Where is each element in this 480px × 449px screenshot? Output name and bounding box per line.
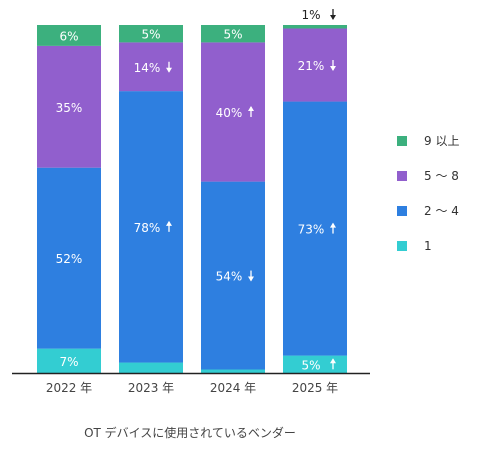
bar-segment [201, 42, 265, 182]
bar-segment [119, 25, 183, 43]
data-label: 14% [134, 61, 161, 75]
data-label: 7% [59, 355, 78, 369]
data-label: 73% [298, 223, 325, 237]
x-tick-label: 2023 年 [128, 381, 174, 395]
bar-segment [201, 369, 265, 373]
bar-segment [119, 91, 183, 363]
arrow-down-icon [248, 270, 254, 282]
data-label: 5% [301, 358, 320, 372]
arrow-head [330, 15, 336, 20]
data-label: 54% [216, 270, 243, 284]
legend-label: 2 ～ 4 [424, 204, 459, 218]
x-tick-label: 2025 年 [292, 381, 338, 395]
legend-swatch [397, 171, 407, 181]
data-label: 5% [141, 28, 160, 42]
data-label: 52% [56, 252, 83, 266]
legend-label: 1 [424, 239, 432, 253]
bar-segment [37, 45, 101, 168]
arrow-up-icon [330, 358, 336, 370]
arrow-head [248, 276, 254, 282]
arrow-up-icon [166, 220, 172, 232]
arrow-up-icon [330, 222, 336, 234]
data-label: 78% [134, 221, 161, 235]
bar-segment [37, 167, 101, 349]
data-label: 21% [298, 59, 325, 73]
legend-label: 9 以上 [424, 134, 459, 148]
bar-segment [37, 25, 101, 46]
arrow-head [166, 220, 172, 226]
x-tick-label: 2022 年 [46, 381, 92, 395]
arrow-down-icon [330, 9, 336, 20]
arrow-down-icon [330, 60, 336, 72]
bar-segment [37, 348, 101, 373]
bar-segment [119, 362, 183, 373]
bar-segment [201, 25, 265, 43]
arrow-head [330, 222, 336, 228]
arrow-up-icon [248, 106, 254, 117]
bar-segment [119, 42, 183, 92]
data-label: 35% [56, 101, 83, 115]
bar-segment [201, 181, 265, 370]
arrow-head [330, 358, 336, 364]
legend-swatch [397, 206, 407, 216]
data-label: 1% [301, 8, 320, 22]
x-axis-title: OT デバイスに使用されているベンダー [84, 426, 296, 440]
bar-segment [283, 101, 347, 356]
bar-segment [283, 355, 347, 373]
bar-segment [283, 25, 347, 29]
arrow-head [166, 67, 172, 73]
legend-swatch [397, 136, 407, 146]
legend-label: 5 ～ 8 [424, 169, 459, 183]
legend-swatch [397, 241, 407, 251]
x-tick-label: 2024 年 [210, 381, 256, 395]
arrow-head [330, 66, 336, 72]
data-label: 40% [216, 106, 243, 120]
arrow-down-icon [166, 61, 172, 73]
arrow-head [248, 106, 254, 111]
data-label: 6% [59, 29, 78, 43]
data-label: 5% [223, 28, 242, 42]
bar-segment [283, 28, 347, 102]
